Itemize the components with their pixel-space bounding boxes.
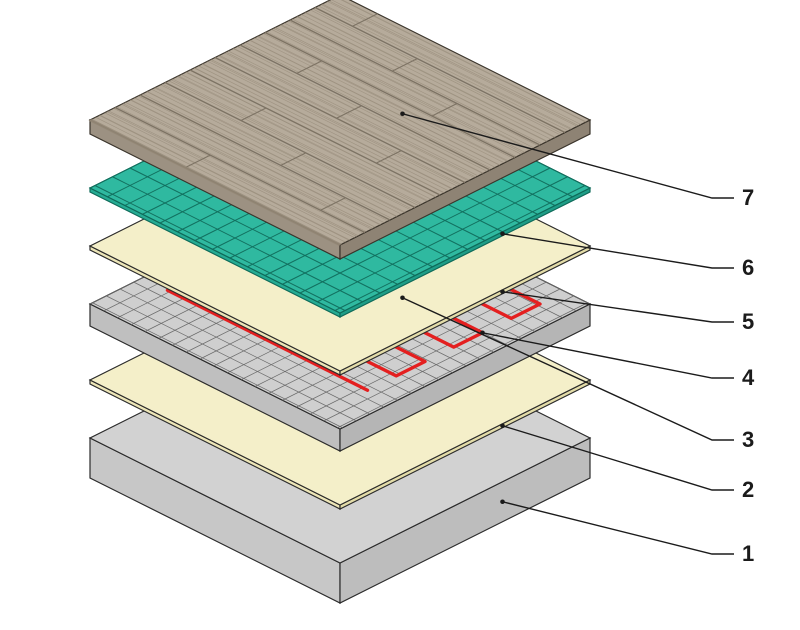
layer-label-2: 2 [742,477,754,502]
layer-label-3: 3 [742,427,754,452]
layer-label-7: 7 [742,185,754,210]
leader-line-1 [503,502,735,554]
layer-label-6: 6 [742,255,754,280]
exploded-layer-diagram: 1 2 3 4 5 6 7 [0,0,800,630]
layer-label-1: 1 [742,541,754,566]
layer-label-4: 4 [742,365,755,390]
layer-label-5: 5 [742,309,754,334]
